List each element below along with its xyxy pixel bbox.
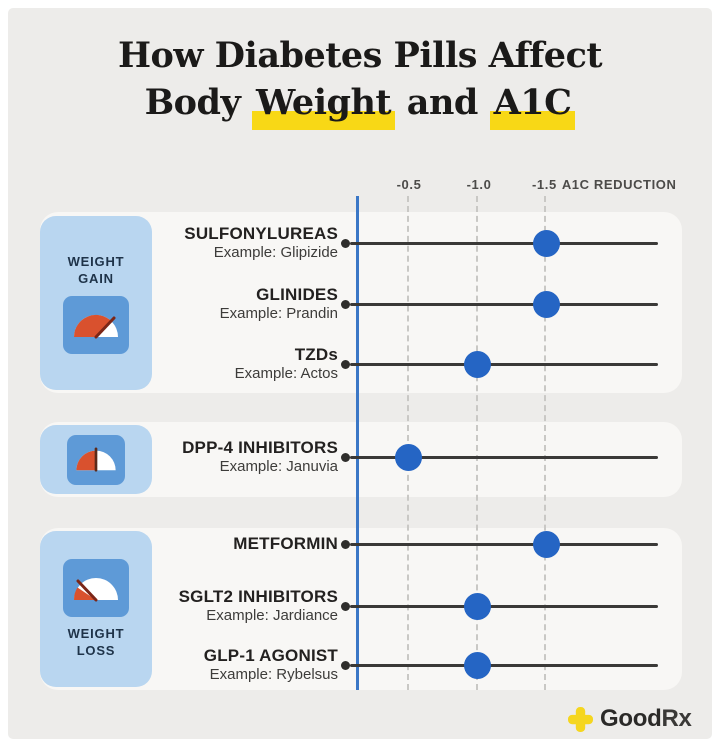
axis-tick-0.5: -0.5 [396, 177, 422, 192]
axis-tick-1.5-and-title: -1.5 A1C REDUCTION [532, 177, 682, 192]
row-line [350, 302, 658, 306]
row-line [350, 241, 658, 245]
row-anchor-dot [341, 299, 350, 309]
row-label: GLINIDES Example: Prandin [219, 285, 338, 322]
weight-neutral-panel [40, 425, 152, 494]
axis-title: A1C REDUCTION [561, 177, 677, 192]
title-line-1: How Diabetes Pills Affect [117, 35, 603, 76]
gauge-low-icon [63, 559, 129, 617]
goodrx-logo: GoodRx [568, 705, 692, 733]
row-anchor-dot [341, 539, 350, 549]
gridline-0.5 [407, 196, 409, 690]
data-point [394, 443, 422, 471]
data-point [532, 530, 560, 558]
highlight-weight: Weight [251, 82, 396, 130]
brand-name: GoodRx [600, 705, 692, 732]
row-line [350, 362, 658, 366]
row-line [350, 663, 658, 667]
row-anchor-dot [341, 601, 350, 611]
row-line [350, 542, 658, 546]
data-point [463, 350, 491, 378]
gauge-mid-icon [67, 434, 125, 485]
data-point [532, 229, 560, 257]
row-anchor-dot [341, 359, 350, 369]
weight-gain-label: WEIGHT GAIN [67, 253, 125, 286]
row-label: SULFONYLUREAS Example: Glipizide [184, 224, 338, 261]
row-anchor-dot [341, 238, 350, 248]
row-anchor-dot [341, 660, 350, 670]
row-label: TZDs Example: Actos [234, 345, 338, 382]
data-point [532, 290, 560, 318]
row-line [350, 604, 658, 608]
data-point [463, 651, 491, 679]
data-point [463, 592, 491, 620]
plus-icon [568, 706, 593, 732]
weight-gain-panel: WEIGHT GAIN [40, 216, 152, 390]
weight-loss-label: WEIGHT LOSS [67, 626, 125, 658]
gauge-high-icon [63, 295, 129, 354]
infographic-canvas: How Diabetes Pills Affect Body Weight an… [8, 8, 712, 739]
row-label: DPP-4 INHIBITORS Example: Januvia [182, 438, 338, 475]
axis-tick-1.5: -1.5 [532, 177, 557, 192]
weight-loss-panel: WEIGHT LOSS [40, 531, 152, 687]
row-label: METFORMIN [233, 534, 338, 553]
axis-tick-1.0: -1.0 [466, 177, 492, 192]
highlight-a1c: A1C [489, 82, 576, 130]
title-line-2: Body Weight and A1C [8, 79, 712, 130]
row-label: SGLT2 INHIBITORS Example: Jardiance [178, 587, 338, 624]
row-line [350, 455, 658, 459]
page-title: How Diabetes Pills Affect Body Weight an… [8, 32, 712, 130]
row-label: GLP-1 AGONIST Example: Rybelsus [203, 646, 338, 683]
baseline-axis [356, 196, 359, 690]
row-anchor-dot [341, 452, 350, 462]
gridline-1.0 [476, 196, 478, 690]
gridline-1.5 [544, 196, 546, 690]
